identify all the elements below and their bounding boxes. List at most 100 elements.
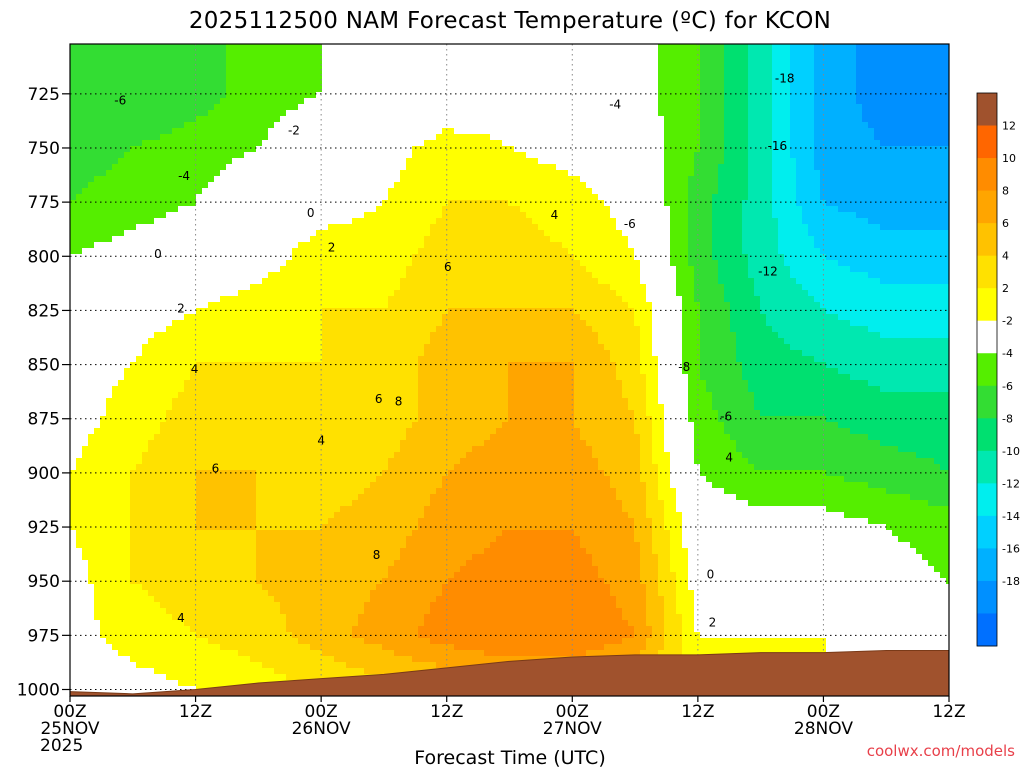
temperature-cell <box>88 80 95 87</box>
temperature-cell <box>496 230 503 237</box>
temperature-cell <box>712 104 719 111</box>
temperature-cell <box>448 176 455 183</box>
temperature-cell <box>562 68 569 75</box>
temperature-cell <box>532 92 539 99</box>
temperature-cell <box>226 50 233 57</box>
temperature-cell <box>856 146 863 153</box>
temperature-cell <box>280 122 287 129</box>
temperature-cell <box>778 170 785 177</box>
temperature-cell <box>880 92 887 99</box>
temperature-cell <box>844 206 851 213</box>
temperature-cell <box>220 206 227 213</box>
temperature-cell <box>166 62 173 69</box>
temperature-cell <box>694 134 701 141</box>
temperature-cell <box>388 242 395 249</box>
temperature-cell <box>886 128 893 135</box>
temperature-cell <box>592 62 599 69</box>
temperature-cell <box>796 134 803 141</box>
temperature-cell <box>826 212 833 219</box>
temperature-cell <box>430 104 437 111</box>
temperature-cell <box>142 128 149 135</box>
temperature-cell <box>556 242 563 249</box>
temperature-cell <box>538 146 545 153</box>
temperature-cell <box>574 104 581 111</box>
temperature-cell <box>286 134 293 141</box>
temperature-cell <box>706 146 713 153</box>
temperature-cell <box>100 218 107 225</box>
temperature-cell <box>220 242 227 249</box>
temperature-cell <box>598 56 605 63</box>
temperature-cell <box>454 146 461 153</box>
temperature-cell <box>124 152 131 159</box>
temperature-cell <box>334 218 341 225</box>
temperature-cell <box>616 170 623 177</box>
temperature-cell <box>424 92 431 99</box>
temperature-cell <box>214 56 221 63</box>
temperature-cell <box>712 68 719 75</box>
temperature-cell <box>718 164 725 171</box>
temperature-cell <box>598 44 605 51</box>
temperature-cell <box>184 44 191 51</box>
temperature-cell <box>82 104 89 111</box>
temperature-cell <box>88 110 95 117</box>
temperature-cell <box>442 164 449 171</box>
temperature-cell <box>778 230 785 237</box>
temperature-cell <box>748 134 755 141</box>
temperature-cell <box>838 206 845 213</box>
temperature-cell <box>700 92 707 99</box>
temperature-cell <box>616 236 623 243</box>
temperature-cell <box>232 152 239 159</box>
temperature-cell <box>928 212 935 219</box>
temperature-cell <box>922 212 929 219</box>
temperature-cell <box>454 200 461 207</box>
temperature-cell <box>664 224 671 231</box>
temperature-cell <box>874 68 881 75</box>
temperature-cell <box>592 80 599 87</box>
temperature-cell <box>250 116 257 123</box>
temperature-cell <box>88 212 95 219</box>
temperature-cell <box>334 140 341 147</box>
temperature-cell <box>502 200 509 207</box>
temperature-cell <box>580 50 587 57</box>
temperature-cell <box>766 188 773 195</box>
temperature-cell <box>724 92 731 99</box>
temperature-cell <box>274 128 281 135</box>
temperature-cell <box>802 152 809 159</box>
temperature-cell <box>208 128 215 135</box>
temperature-cell <box>928 104 935 111</box>
temperature-cell <box>688 146 695 153</box>
temperature-cell <box>70 44 77 51</box>
temperature-cell <box>712 134 719 141</box>
temperature-cell <box>598 146 605 153</box>
temperature-cell <box>544 86 551 93</box>
temperature-cell <box>208 230 215 237</box>
temperature-cell <box>682 104 689 111</box>
temperature-cell <box>910 98 917 105</box>
temperature-cell <box>622 158 629 165</box>
temperature-cell <box>160 194 167 201</box>
temperature-cell <box>562 62 569 69</box>
temperature-cell <box>208 86 215 93</box>
temperature-cell <box>808 110 815 117</box>
temperature-cell <box>544 218 551 225</box>
temperature-cell <box>220 188 227 195</box>
temperature-cell <box>670 140 677 147</box>
temperature-cell <box>112 176 119 183</box>
temperature-cell <box>826 56 833 63</box>
temperature-cell <box>544 116 551 123</box>
temperature-cell <box>274 182 281 189</box>
temperature-cell <box>526 236 533 243</box>
temperature-cell <box>790 224 797 231</box>
temperature-cell <box>364 182 371 189</box>
temperature-cell <box>232 206 239 213</box>
temperature-cell <box>556 50 563 57</box>
temperature-cell <box>280 206 287 213</box>
temperature-cell <box>814 164 821 171</box>
temperature-cell <box>730 116 737 123</box>
temperature-cell <box>730 218 737 225</box>
temperature-cell <box>166 170 173 177</box>
temperature-cell <box>454 152 461 159</box>
temperature-cell <box>88 236 95 243</box>
temperature-cell <box>586 242 593 249</box>
temperature-cell <box>112 170 119 177</box>
